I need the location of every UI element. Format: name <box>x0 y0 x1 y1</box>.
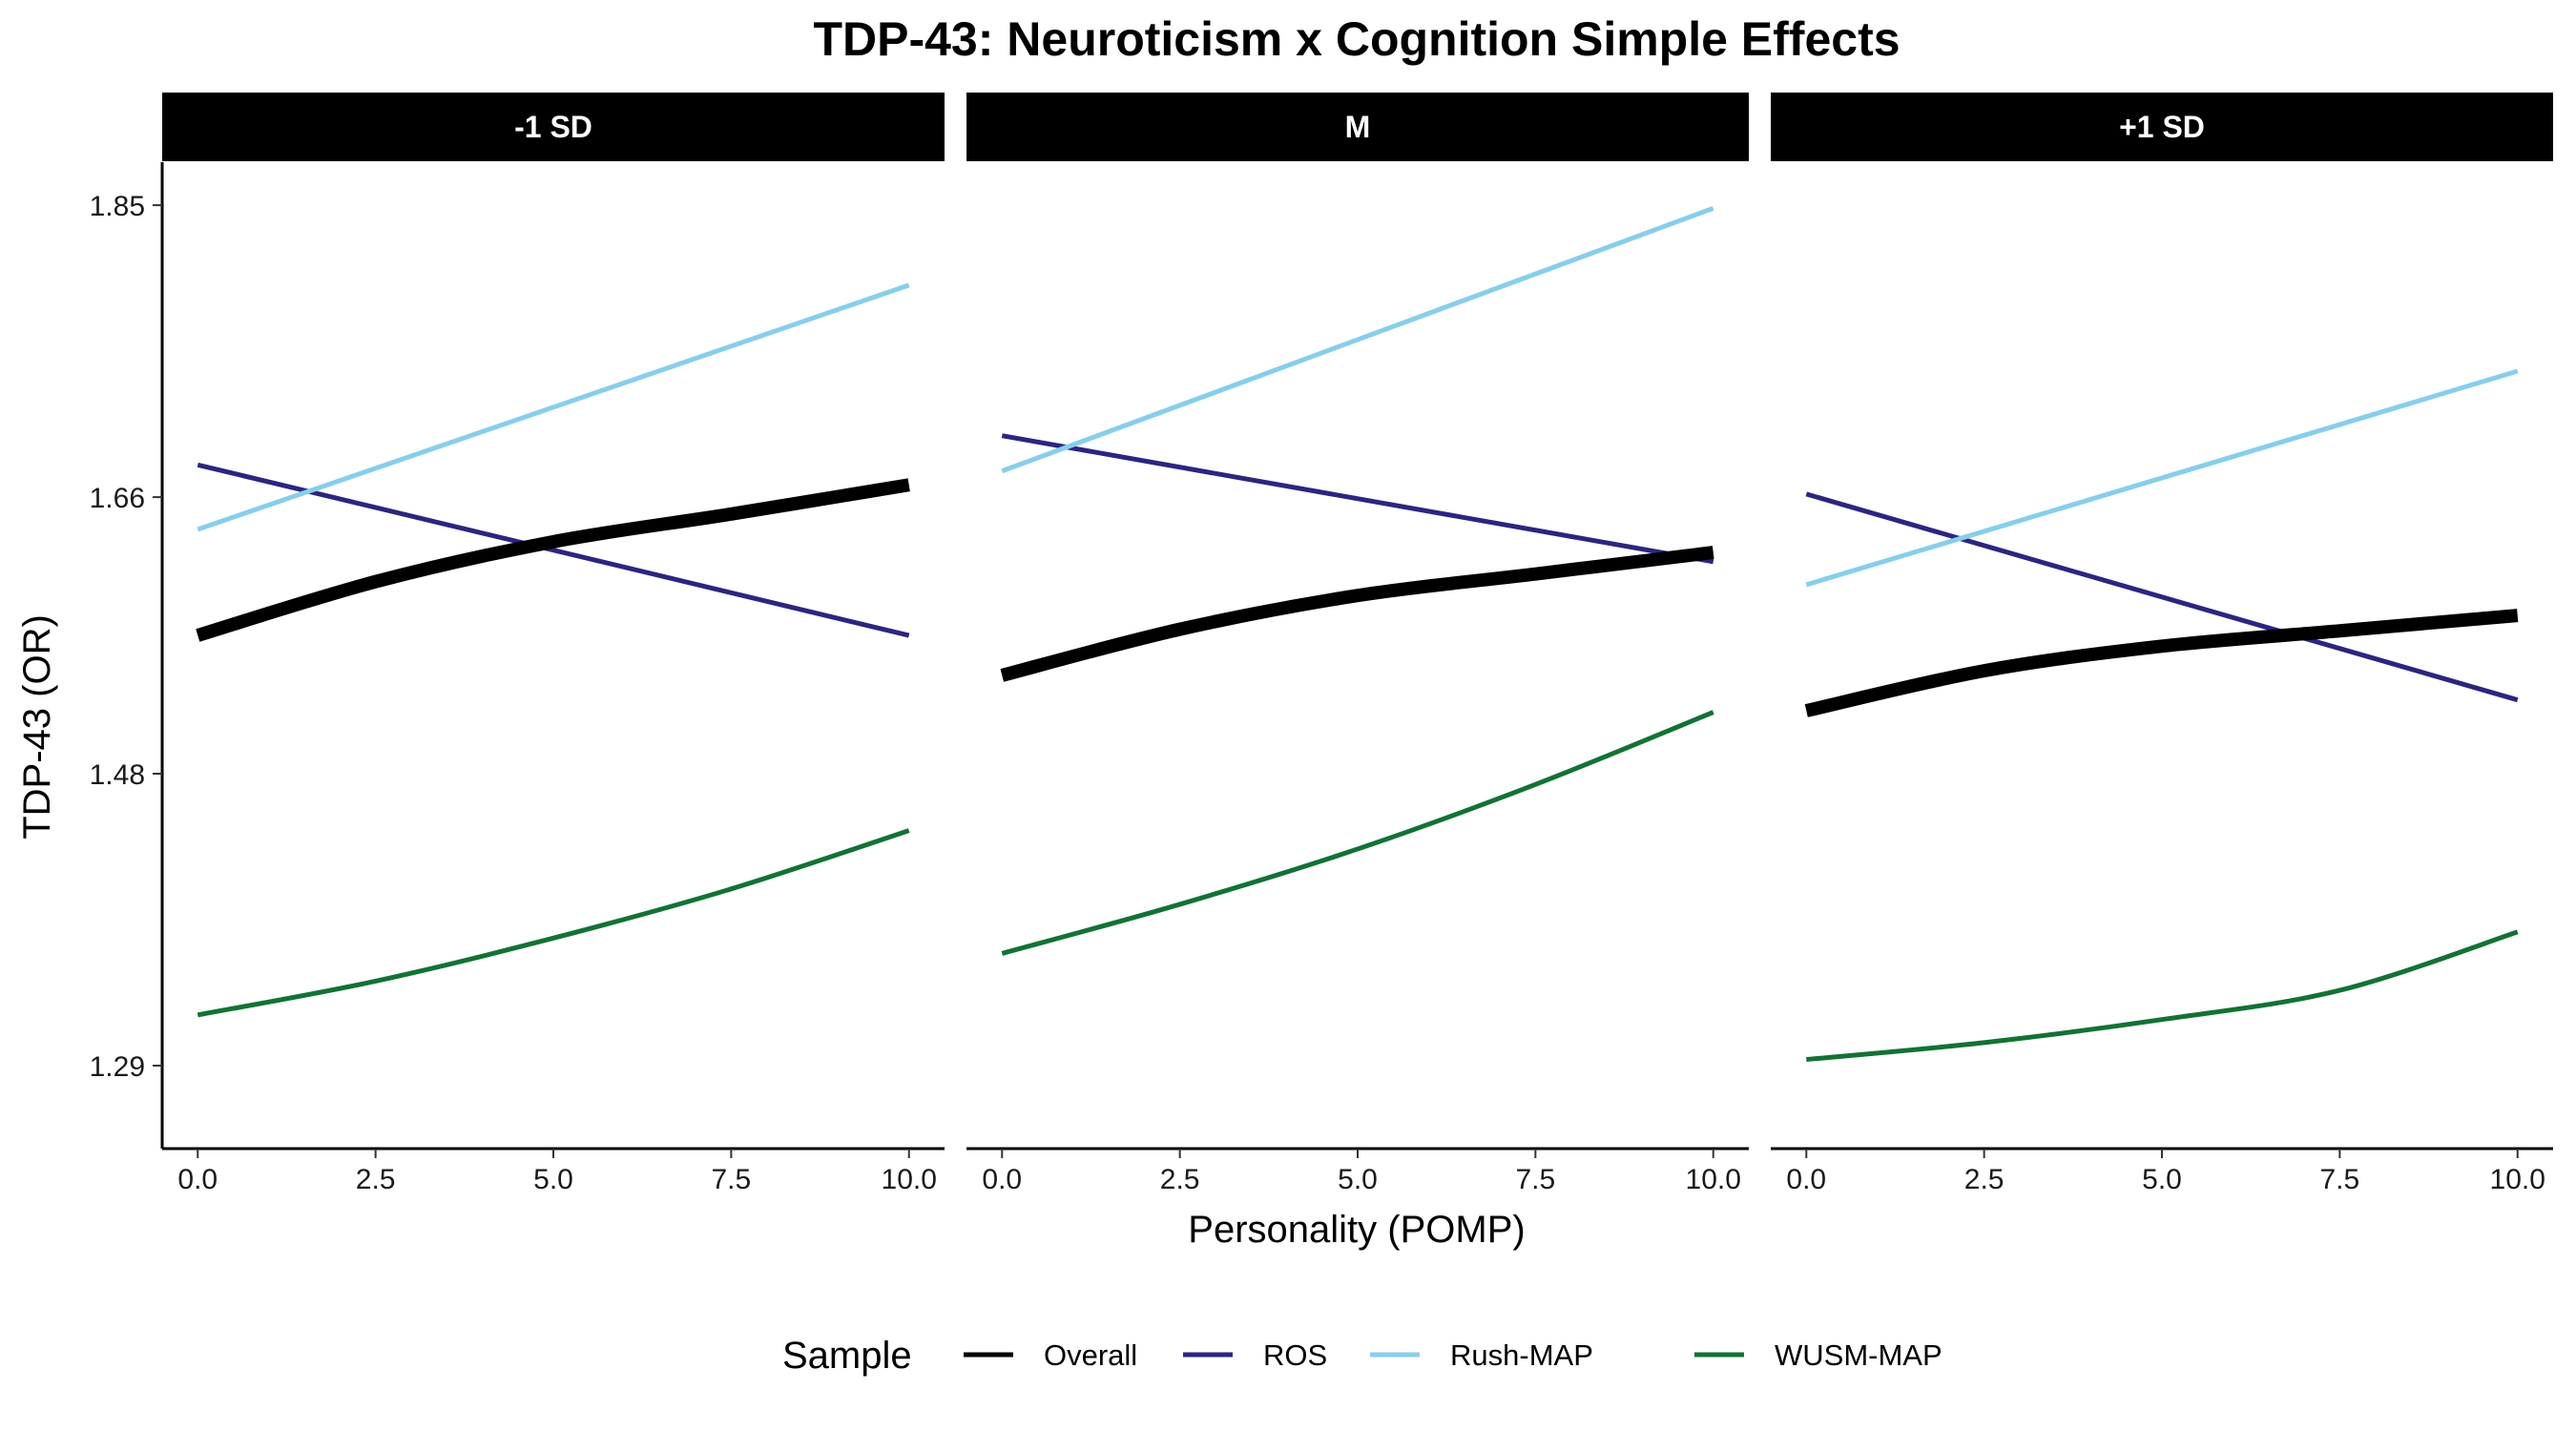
facet-panel: +1 SD 0.0 2.5 5.0 7.5 10.0 <box>1771 93 2553 1195</box>
x-tick-label: 5.0 <box>1338 1164 1378 1195</box>
y-tick-label: 1.66 <box>90 483 145 514</box>
facet-panels: -1 SD0.0 2.5 5.0 7.5 10.0M0.0 2.5 5.0 7.5 10.0+1… <box>162 93 2553 1195</box>
x-tick-label: 10.0 <box>2490 1164 2545 1195</box>
y-axis-title: TDP-43 (OR) <box>16 614 58 840</box>
x-tick-label: 7.5 <box>712 1164 752 1195</box>
legend-label-overall: Overall <box>1044 1338 1137 1372</box>
legend-title: Sample <box>782 1335 912 1377</box>
facet-strip <box>966 93 1749 161</box>
x-tick-label: 10.0 <box>882 1164 937 1195</box>
facet-strip <box>1771 93 2553 161</box>
series-line-wusm-map <box>1001 710 1714 956</box>
legend-entries: Overall ROS Rush-MAP WUSM-MAP <box>964 1338 1942 1372</box>
facet-panel: M 0.0 2.5 5.0 7.5 10.0 <box>966 93 1749 1195</box>
x-tick-label: 0.0 <box>982 1164 1022 1195</box>
facet-panel: -1 SD 0.0 2.5 5.0 7.5 10.0 <box>162 93 945 1195</box>
y-tick-label: 1.85 <box>90 191 145 222</box>
x-tick-label: 2.5 <box>1160 1164 1200 1195</box>
chart-title: TDP-43: Neuroticism x Cognition Simple E… <box>813 12 1900 66</box>
series-line-wusm-map <box>197 828 910 1018</box>
x-tick-label: 10.0 <box>1686 1164 1741 1195</box>
series-line-wusm-map <box>1806 929 2519 1063</box>
legend-label-ros: ROS <box>1263 1338 1327 1372</box>
series-line-ros <box>1001 433 1714 565</box>
x-tick-label: 2.5 <box>356 1164 396 1195</box>
x-tick-label: 2.5 <box>1964 1164 2005 1195</box>
y-tick-label: 1.48 <box>90 759 145 791</box>
x-tick-label: 5.0 <box>2142 1164 2182 1195</box>
facet-strip-label: +1 SD <box>2119 110 2205 144</box>
facet-strip-label: -1 SD <box>514 110 592 144</box>
series-line-overall <box>1804 609 2519 717</box>
x-tick-label: 7.5 <box>2320 1164 2360 1195</box>
series-line-rush-map <box>1001 205 1714 474</box>
series-line-overall <box>196 478 910 642</box>
legend-label-wusm-map: WUSM-MAP <box>1775 1338 1942 1372</box>
legend: Sample Overall ROS Rush-MAP WUSM-MAP <box>782 1335 1942 1377</box>
legend-label-rush-map: Rush-MAP <box>1450 1338 1593 1372</box>
facet-strip-label: M <box>1345 110 1371 144</box>
x-tick-label: 5.0 <box>533 1164 573 1195</box>
y-tick-label: 1.29 <box>90 1051 145 1083</box>
series-line-overall <box>1000 546 1714 682</box>
y-axis: 1.29 1.48 1.66 1.85 <box>90 162 164 1149</box>
series-line-ros <box>1805 491 2519 703</box>
x-axis-title: Personality (POMP) <box>1188 1209 1525 1251</box>
facet-strip <box>162 93 945 161</box>
x-tick-label: 7.5 <box>1516 1164 1556 1195</box>
series-line-rush-map <box>197 282 910 532</box>
x-tick-label: 0.0 <box>177 1164 218 1195</box>
series-line-rush-map <box>1805 368 2519 588</box>
series-line-ros <box>197 462 910 638</box>
x-tick-label: 0.0 <box>1786 1164 1826 1195</box>
